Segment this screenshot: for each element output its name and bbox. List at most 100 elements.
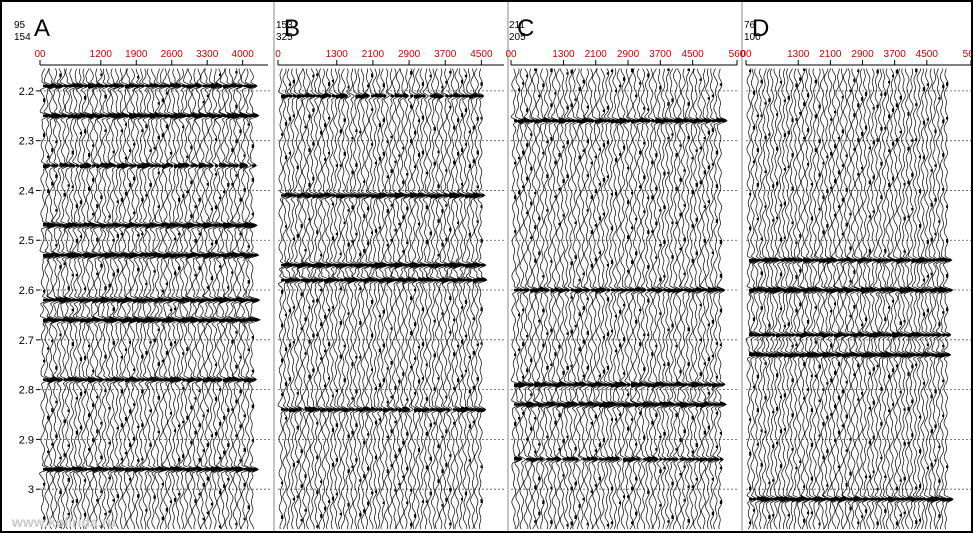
trace-lobe [398,448,401,452]
trace-lobe [868,215,871,218]
trace-lobe [331,202,334,206]
trace-lobe [667,68,670,71]
trace-lobe [631,456,637,461]
trace-lobe [173,271,177,276]
trace-lobe [675,153,678,157]
trace-lobe [942,153,945,157]
trace-lobe [707,392,710,395]
trace-lobe [826,415,829,420]
trace-lobe [331,236,334,241]
trace-lobe [918,484,921,488]
trace-lobe [421,194,427,197]
trace-lobe [566,140,569,145]
trace-lobe [374,229,377,233]
trace-group [510,68,728,530]
trace-lobe [157,362,160,366]
trace-lobe [627,426,630,431]
trace-lobe [100,490,103,493]
trace-lobe [413,357,417,360]
trace-lobe [622,77,625,81]
trace-lobe [598,476,601,481]
trace-lobe [799,77,802,81]
trace-lobe [300,292,303,297]
trace-lobe [335,278,341,282]
trace-lobe [602,109,605,113]
trace-lobe [235,378,241,381]
trace-lobe [891,403,894,406]
trace-lobe [598,458,604,461]
trace-lobe [464,407,470,411]
trace-lobe [586,522,589,526]
trace-lobe [457,118,459,123]
seismic-trace [546,68,558,530]
trace-lobe [394,420,397,424]
trace-lobe [756,443,759,446]
trace-lobe [178,378,183,381]
trace-lobe [911,433,914,437]
trace-lobe [92,144,94,147]
trace-lobe [776,407,779,411]
trace-lobe [304,125,307,129]
trace-lobe [292,94,297,98]
trace-lobe [880,497,885,501]
seismic-trace [469,68,482,530]
trace-lobe [518,190,521,195]
trace-lobe [100,421,103,425]
trace-lobe [849,506,852,511]
trace-lobe [756,148,759,152]
trace-lobe [304,248,307,252]
trace-lobe [586,288,591,292]
trace-lobe [227,443,230,447]
trace-lobe [445,169,448,172]
trace-lobe [327,94,332,98]
trace-lobe [288,151,291,155]
trace-lobe [433,319,436,323]
trace-lobe [810,216,813,221]
trace-lobe [173,429,176,432]
trace-lobe [526,108,529,113]
trace-lobe [214,431,218,436]
trace-lobe [88,344,90,348]
trace-lobe [868,248,871,253]
trace-lobe [627,119,632,123]
trace-lobe [530,119,536,123]
trace-lobe [402,215,405,220]
trace-lobe [837,430,840,435]
seismic-trace [453,68,465,530]
trace-lobe [530,426,533,431]
trace-lobe [522,383,528,386]
trace-lobe [618,343,622,348]
trace-lobe [884,248,887,253]
trace-lobe [538,443,541,446]
trace-lobe [574,515,577,520]
trace-lobe [218,456,222,460]
x-tick-label: 2100 [362,49,385,60]
seismic-trace [896,68,910,530]
trace-lobe [582,497,585,501]
trace-lobe [768,323,771,328]
trace-lobe [667,520,670,523]
trace-lobe [752,160,755,164]
trace-lobe [51,408,54,413]
trace-lobe [214,397,217,401]
trace-lobe [312,368,315,373]
trace-lobe [402,372,405,376]
trace-lobe [464,334,467,338]
seismic-trace [359,68,371,530]
trace-lobe [926,353,932,356]
trace-lobe [331,496,334,501]
trace-lobe [550,458,556,461]
trace-lobe [161,359,164,363]
seismic-trace [696,68,708,530]
trace-lobe [606,288,611,292]
x-tick-label: 2100 [819,49,842,60]
trace-lobe [795,83,798,88]
trace-lobe [891,74,894,78]
x-tick-label: 1900 [125,49,148,60]
trace-lobe [930,353,936,356]
trace-lobe [922,497,928,501]
trace-lobe [818,139,821,144]
trace-lobe [218,388,221,391]
trace-lobe [582,374,585,378]
trace-lobe [327,82,330,86]
